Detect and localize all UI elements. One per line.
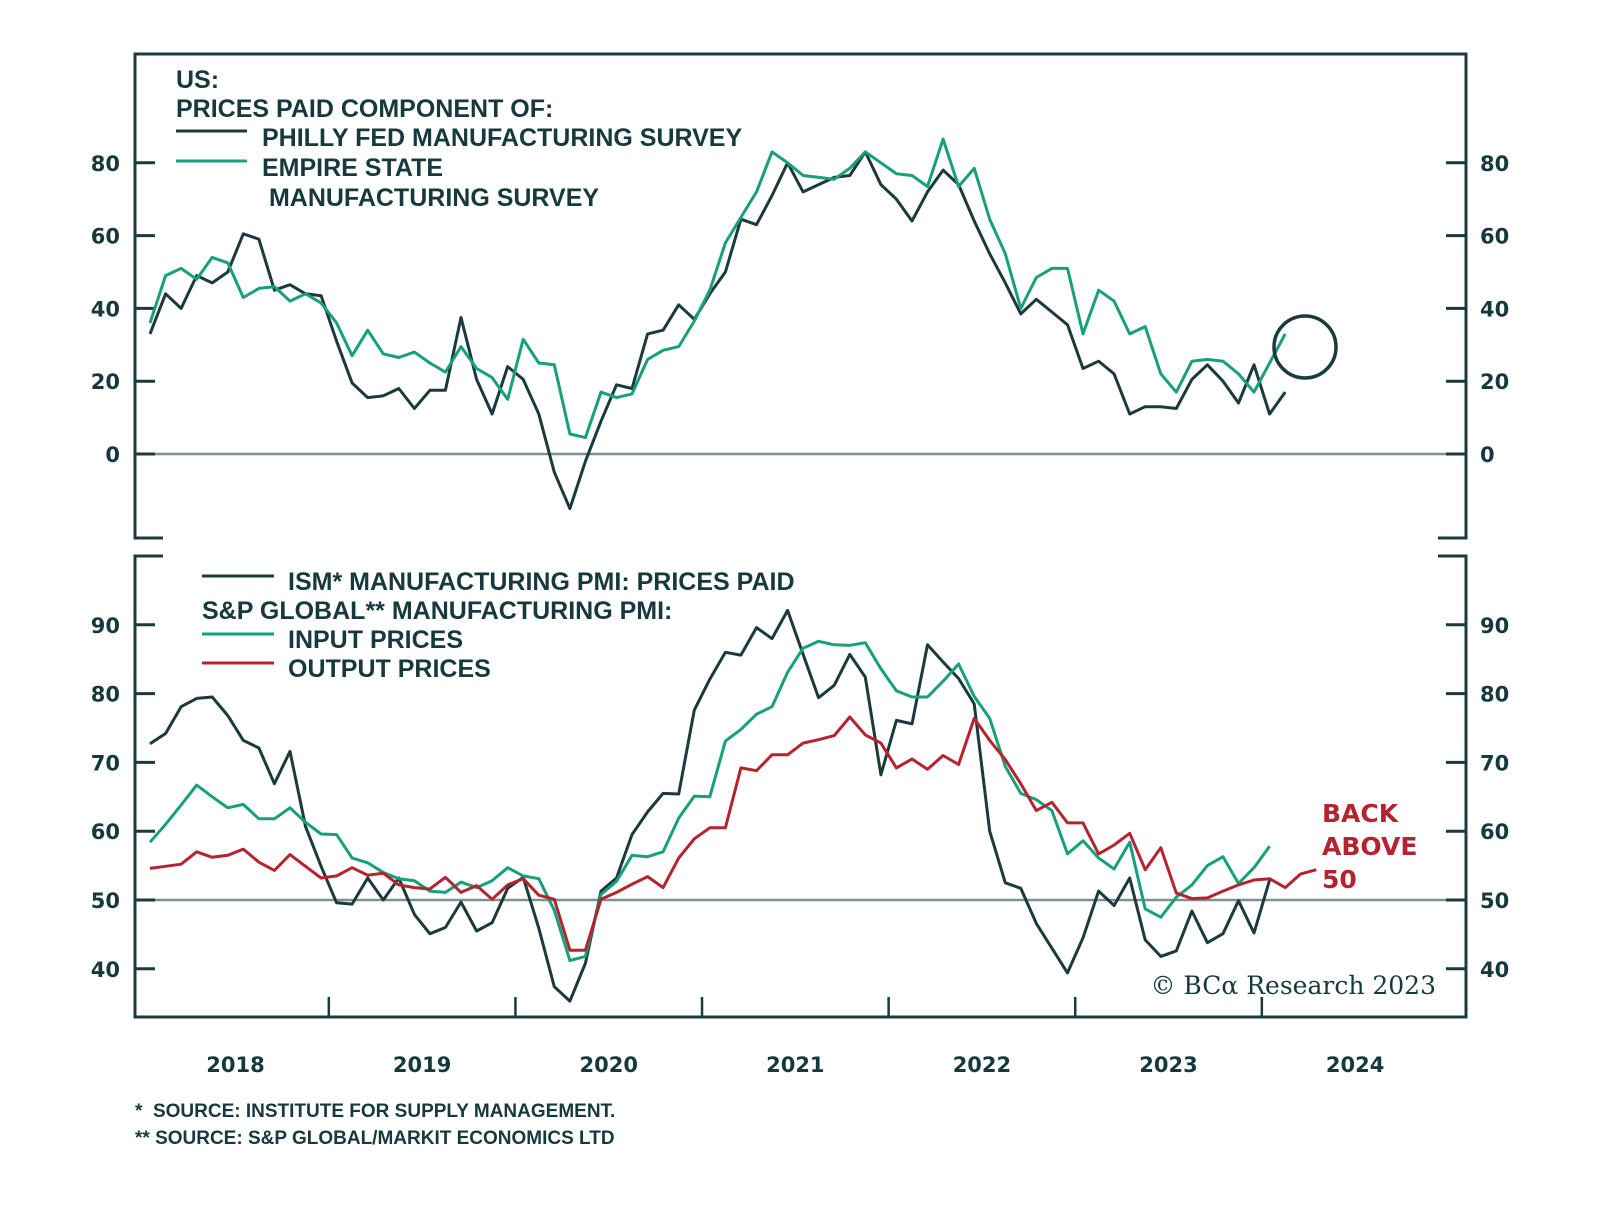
bottom-series-group	[148, 608, 1317, 1003]
legend-label-output: OUTPUT PRICES	[288, 655, 491, 683]
x-axis: 2018 2019 2020 2021 2022 2023 2024	[206, 997, 1384, 1077]
x-tick-label-2021: 2021	[766, 1053, 824, 1077]
bottom-ytick-label-right: 60	[1480, 820, 1509, 844]
top-series-philly-fed-manufacturing-survey	[148, 150, 1287, 511]
legend-label-empire: EMPIRE STATE	[262, 154, 443, 182]
legend-group-label-sp: S&P GLOBAL** MANUFACTURING PMI:	[202, 597, 672, 625]
footnote-ism-source: * SOURCE: INSTITUTE FOR SUPPLY MANAGEMEN…	[135, 1101, 615, 1122]
legend-label-input: INPUT PRICES	[288, 626, 463, 654]
bottom-ytick-label-left: 40	[91, 958, 120, 982]
bottom-ytick-label-left: 60	[91, 820, 120, 844]
bottom-ytick-label-right: 90	[1480, 614, 1509, 638]
bottom-ytick-label-right: 80	[1480, 683, 1509, 707]
copyright-text: © BCα Research 2023	[1150, 971, 1436, 1000]
top-ytick-label-left: 60	[91, 225, 120, 249]
bottom-ytick-label-left: 50	[91, 889, 120, 913]
bottom-series-ism-manufacturing-pmi-prices-paid	[149, 608, 1272, 1003]
top-ytick-label-right: 80	[1480, 152, 1509, 176]
legend-label-ism: ISM* MANUFACTURING PMI: PRICES PAID	[288, 568, 795, 596]
top-ytick-label-right: 20	[1480, 370, 1509, 394]
x-tick-label-2020: 2020	[579, 1053, 637, 1077]
bottom-ytick-label-left: 90	[91, 614, 120, 638]
legend-label-empire-line2: MANUFACTURING SURVEY	[262, 184, 599, 212]
bottom-ytick-label-right: 70	[1480, 751, 1509, 775]
annotation-line2: ABOVE	[1322, 832, 1417, 861]
x-tick-label-2019: 2019	[393, 1053, 451, 1077]
bottom-ytick-label-right: 40	[1480, 958, 1509, 982]
top-ytick-label-right: 0	[1480, 443, 1495, 467]
top-ytick-label-right: 60	[1480, 225, 1509, 249]
bottom-series-input-prices	[148, 639, 1271, 962]
top-y-axis: 0 0 20 20 40 40 60 60 80 80	[91, 152, 1509, 467]
top-panel: 0 0 20 20 40 40 60 60 80 80 US: PRICES PAID COMPO…	[91, 52, 1509, 540]
bottom-ytick-label-left: 70	[91, 751, 120, 775]
x-tick-label-2022: 2022	[953, 1053, 1011, 1077]
top-ytick-label-left: 80	[91, 152, 120, 176]
top-series-group	[148, 137, 1287, 511]
top-ytick-label-left: 0	[105, 443, 120, 467]
bottom-series-output-prices	[149, 715, 1317, 952]
top-ytick-label-right: 40	[1480, 297, 1509, 321]
top-ytick-label-left: 20	[91, 370, 120, 394]
bottom-panel-frame	[133, 554, 1468, 1019]
footnote-sp-source: ** SOURCE: S&P GLOBAL/MARKIT ECONOMICS L…	[135, 1128, 615, 1149]
top-ytick-label-left: 40	[91, 297, 120, 321]
top-title-line1: US:	[176, 66, 219, 94]
legend-label-philly: PHILLY FED MANUFACTURING SURVEY	[262, 124, 742, 152]
bottom-ytick-label-right: 50	[1480, 889, 1509, 913]
top-series-empire-state-manufacturing-survey	[148, 137, 1287, 440]
highlight-circle	[1272, 314, 1338, 380]
x-tick-label-2018: 2018	[206, 1053, 264, 1077]
bottom-ytick-label-left: 80	[91, 683, 120, 707]
bottom-y-axis: 40 40 50 50 60 60 70 70 80 80 90 90	[91, 614, 1509, 982]
top-title-line2: PRICES PAID COMPONENT OF:	[176, 95, 553, 123]
bottom-panel: 40 40 50 50 60 60 70 70 80 80 90 90 2018 2019 2020 202…	[91, 554, 1509, 1077]
top-panel-frame	[133, 52, 1468, 540]
x-tick-label-2024: 2024	[1326, 1053, 1384, 1077]
annotation-line3: 50	[1322, 865, 1357, 894]
annotation-line1: BACK	[1322, 799, 1400, 828]
x-tick-label-2023: 2023	[1139, 1053, 1197, 1077]
